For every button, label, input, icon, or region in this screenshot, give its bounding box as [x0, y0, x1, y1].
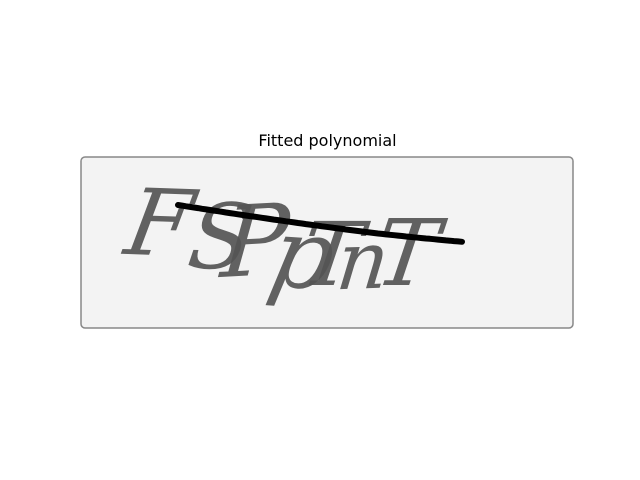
- fitted-polynomial-curve: [175, 202, 465, 245]
- captcha-background: [80, 156, 574, 329]
- captcha-letter: P: [215, 183, 295, 301]
- plot-title: Fitted polynomial: [258, 131, 397, 150]
- captcha-letter: S: [182, 185, 258, 289]
